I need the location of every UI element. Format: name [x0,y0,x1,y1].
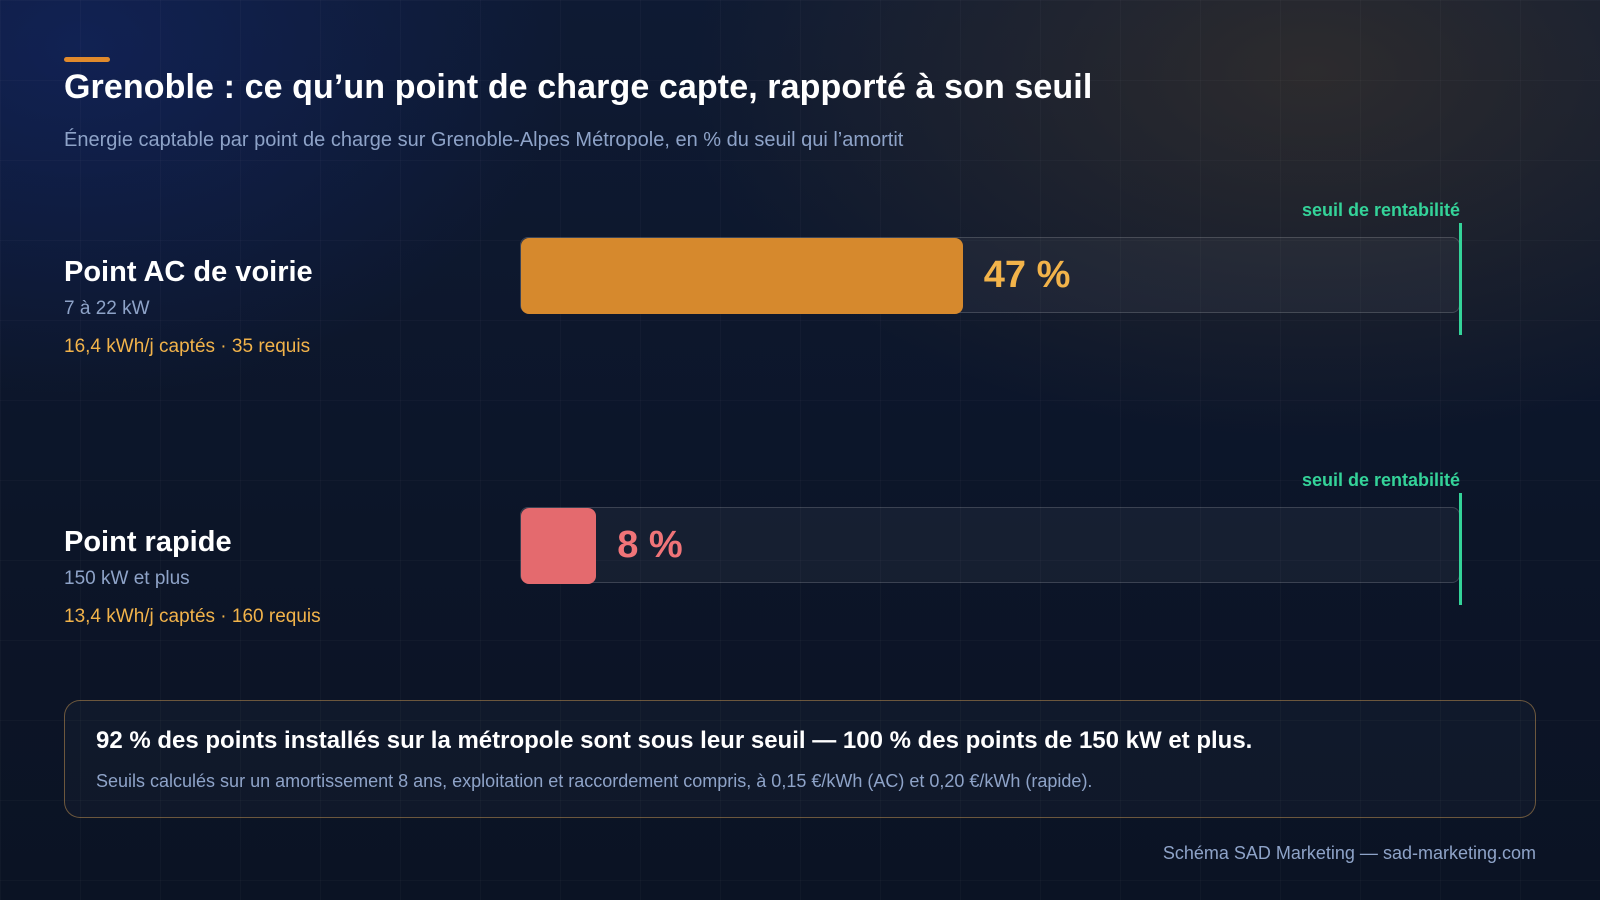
bar-label: Point AC de voirie [64,256,313,288]
bar-value-label: 8 % [617,524,683,566]
bar-row-rapide: seuil de rentabilité Point rapide 150 kW… [0,470,1600,690]
bar-fill [521,508,597,584]
credit-link[interactable]: Schéma SAD Marketing — sad-marketing.com [1162,843,1536,863]
bar-sublabel: 7 à 22 kW [64,298,150,319]
chart-title: Grenoble : ce qu’un point de charge capt… [64,68,1093,106]
summary-headline: 92 % des points installés sur la métropo… [96,727,1253,754]
threshold-label: seuil de rentabilité [1301,470,1460,490]
bar-fill [521,238,963,314]
bar-track [520,237,1460,314]
summary-callout: 92 % des points installés sur la métropo… [64,700,1536,818]
bar-sublabel: 150 kW et plus [64,568,190,589]
bar-track [520,507,1460,584]
title-accent-line [64,57,110,62]
threshold-line [1459,223,1462,335]
threshold-label: seuil de rentabilité [1301,200,1460,220]
summary-footnote: Seuils calculés sur un amortissement 8 a… [96,771,1093,791]
chart-subtitle: Énergie captable par point de charge sur… [64,129,904,151]
bar-label: Point rapide [64,526,232,558]
bar-metrics: 16,4 kWh/j captés · 35 requis [64,336,311,357]
bar-row-ac: seuil de rentabilité Point AC de voirie … [0,200,1600,420]
threshold-line [1459,493,1462,605]
bar-metrics: 13,4 kWh/j captés · 160 requis [64,606,321,627]
bar-value-label: 47 % [983,254,1071,296]
